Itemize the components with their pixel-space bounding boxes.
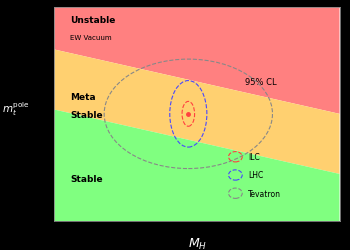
Polygon shape <box>54 50 340 174</box>
Polygon shape <box>54 8 340 114</box>
Text: Stable: Stable <box>70 110 103 119</box>
Text: EW Vacuum: EW Vacuum <box>70 35 112 41</box>
Text: Meta: Meta <box>70 93 96 102</box>
Text: LHC: LHC <box>248 171 264 180</box>
Text: 95% CL: 95% CL <box>245 78 277 87</box>
Text: $m_t^{\rm pole}$: $m_t^{\rm pole}$ <box>2 100 30 118</box>
Text: Tevatron: Tevatron <box>248 189 281 198</box>
Text: $M_H$: $M_H$ <box>188 236 207 250</box>
Text: Unstable: Unstable <box>70 16 115 25</box>
Text: ILC: ILC <box>248 153 260 162</box>
Text: Stable: Stable <box>70 174 103 183</box>
Polygon shape <box>54 110 340 221</box>
